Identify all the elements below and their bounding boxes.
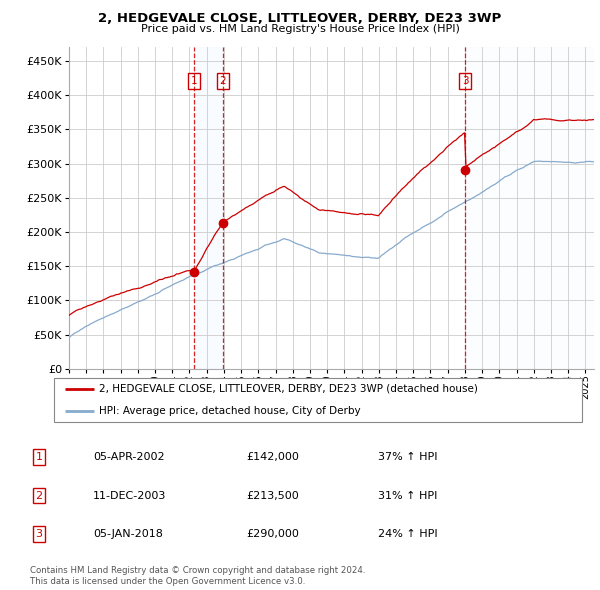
Text: 24% ↑ HPI: 24% ↑ HPI <box>378 529 437 539</box>
Text: 2, HEDGEVALE CLOSE, LITTLEOVER, DERBY, DE23 3WP (detached house): 2, HEDGEVALE CLOSE, LITTLEOVER, DERBY, D… <box>99 384 478 394</box>
Text: Contains HM Land Registry data © Crown copyright and database right 2024.: Contains HM Land Registry data © Crown c… <box>30 566 365 575</box>
FancyBboxPatch shape <box>54 378 582 422</box>
Text: HPI: Average price, detached house, City of Derby: HPI: Average price, detached house, City… <box>99 406 361 416</box>
Text: 3: 3 <box>35 529 43 539</box>
Text: 31% ↑ HPI: 31% ↑ HPI <box>378 491 437 500</box>
Text: 3: 3 <box>462 76 469 86</box>
Text: 2, HEDGEVALE CLOSE, LITTLEOVER, DERBY, DE23 3WP: 2, HEDGEVALE CLOSE, LITTLEOVER, DERBY, D… <box>98 12 502 25</box>
Text: 05-JAN-2018: 05-JAN-2018 <box>93 529 163 539</box>
Text: £290,000: £290,000 <box>246 529 299 539</box>
Text: 11-DEC-2003: 11-DEC-2003 <box>93 491 166 500</box>
Bar <box>194 47 223 369</box>
Bar <box>465 47 594 369</box>
Text: Price paid vs. HM Land Registry's House Price Index (HPI): Price paid vs. HM Land Registry's House … <box>140 24 460 34</box>
Text: 1: 1 <box>35 453 43 462</box>
Text: 05-APR-2002: 05-APR-2002 <box>93 453 164 462</box>
Text: 2: 2 <box>220 76 226 86</box>
Text: £213,500: £213,500 <box>246 491 299 500</box>
Text: 2: 2 <box>35 491 43 500</box>
Text: 37% ↑ HPI: 37% ↑ HPI <box>378 453 437 462</box>
Text: 1: 1 <box>191 76 197 86</box>
Text: This data is licensed under the Open Government Licence v3.0.: This data is licensed under the Open Gov… <box>30 577 305 586</box>
Text: £142,000: £142,000 <box>246 453 299 462</box>
